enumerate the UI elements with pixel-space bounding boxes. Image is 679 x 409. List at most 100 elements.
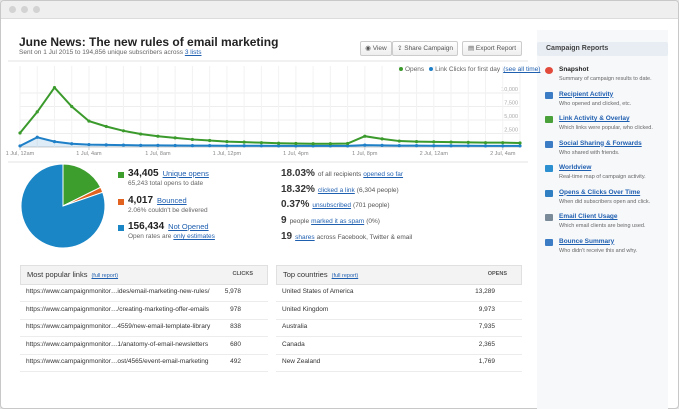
legend-swatch — [118, 198, 124, 205]
point — [432, 140, 436, 144]
point — [311, 142, 315, 146]
point — [225, 144, 229, 148]
y-tick-label: 5,000 — [504, 114, 518, 120]
report-title[interactable]: Bounce Summary — [559, 237, 615, 245]
report-description: Who shared with friends. — [559, 149, 620, 156]
stat-link[interactable]: clicked a link — [317, 186, 355, 194]
subtitle: Sent on 1 Jul 2015 to 194,856 unique sub… — [19, 49, 202, 56]
table-link[interactable]: (full report) — [91, 273, 119, 279]
point — [87, 119, 91, 123]
x-tick-label: 2 Jul, 4am — [490, 151, 516, 157]
report-title[interactable]: Link Activity & Overlay — [559, 115, 630, 122]
legend-label[interactable]: Unique opens — [162, 169, 209, 178]
report-icon — [545, 238, 553, 246]
report-title[interactable]: Worldview — [559, 164, 592, 171]
point — [397, 139, 401, 143]
stat-link[interactable]: unsubscribed — [312, 202, 352, 210]
table-cell: 1,769 — [478, 358, 495, 365]
point — [87, 142, 91, 147]
point — [104, 143, 108, 147]
report-icon — [545, 91, 553, 99]
x-tick-label: 1 Jul, 8am — [145, 151, 171, 157]
report-title[interactable]: Snapshot — [559, 66, 589, 73]
table-header: Most popular links (full report) CLICKS — [20, 265, 268, 285]
subtitle-text: Sent on 1 Jul 2015 to 194,856 unique sub… — [19, 49, 184, 56]
point — [156, 143, 160, 147]
point — [35, 135, 39, 139]
point — [345, 144, 350, 148]
legend-label[interactable]: Not Opened — [168, 222, 209, 231]
report-title[interactable]: Recipient Activity — [559, 90, 614, 98]
report-description: Who didn't receive this and why. — [559, 247, 638, 254]
view-button[interactable]: ◉ View — [360, 41, 392, 56]
legend-note: 65,243 total opens to date — [128, 180, 203, 187]
legend-swatch — [429, 67, 434, 71]
table-cell: https://www.campaignmonitor…ides/email-m… — [26, 288, 210, 295]
legend-swatch — [118, 172, 124, 178]
stat-value: 0.37% — [281, 199, 310, 211]
report-description: Real-time map of campaign activity. — [559, 174, 646, 180]
export-label: Export Report — [475, 45, 517, 52]
row-rule — [276, 318, 522, 320]
table-title: Top countries (full report) — [283, 270, 358, 279]
report-title[interactable]: Social Sharing & Forwards — [559, 139, 642, 147]
lists-link[interactable]: 3 lists — [184, 49, 202, 56]
point — [380, 137, 384, 141]
legend-label: Opens — [405, 66, 425, 73]
x-tick-label: 1 Jul, 8pm — [352, 151, 378, 157]
y-tick-label: 7,500 — [504, 101, 518, 107]
title-bar — [1, 1, 678, 19]
table-title-text: Top countries — [283, 270, 328, 279]
point — [483, 141, 488, 145]
point — [70, 142, 74, 146]
row-rule — [20, 353, 268, 355]
table-cell: Australia — [282, 323, 308, 330]
legend-row: 34,405 Unique opens — [128, 168, 209, 179]
report-description: Which email clients are being used. — [559, 223, 646, 229]
stat-link[interactable]: opened so far — [363, 171, 404, 178]
point — [52, 140, 57, 144]
report-icon — [545, 189, 553, 197]
table-link[interactable]: (full report) — [331, 273, 359, 279]
point — [190, 137, 195, 142]
stat-row: 18.32% clicked a link (6,304 people) — [281, 184, 401, 195]
report-title[interactable]: Email Client Usage — [559, 213, 618, 220]
legend-value: 156,434 — [128, 221, 165, 232]
stat-link[interactable]: marked it as spam — [311, 218, 365, 226]
legend-note: Open rates are only estimates — [128, 233, 215, 240]
point — [277, 144, 281, 148]
point — [225, 140, 229, 144]
x-tick-label: 1 Jul, 4pm — [283, 151, 309, 157]
stat-after: (0%) — [366, 218, 380, 226]
note-link[interactable]: only estimates — [173, 233, 215, 240]
x-tick-label: 1 Jul, 12am — [6, 151, 35, 157]
stat-row: 9 people marked it as spam (0%) — [281, 215, 382, 226]
line — [19, 136, 520, 147]
legend-row: 156,434 Not Opened — [128, 221, 209, 232]
legend-link[interactable]: (see all time) — [503, 66, 541, 73]
stat-value: 19 — [281, 230, 293, 242]
report-description: When did subscribers open and click. — [559, 198, 651, 205]
point — [363, 143, 367, 147]
y-tick-label: 2,500 — [504, 128, 518, 134]
stat-link[interactable]: shares — [295, 233, 315, 241]
row-rule — [276, 371, 522, 372]
stat-row: 18.03% of all recipients opened so far — [281, 168, 405, 179]
stat-value: 18.03% — [281, 168, 315, 179]
table-header: Top countries (full report) OPENS — [276, 265, 522, 285]
legend-value: 34,405 — [128, 168, 159, 179]
stat-row: 19 shares across Facebook, Twitter & email — [281, 231, 414, 242]
point — [518, 141, 522, 145]
export-button[interactable]: ▤ Export Report — [462, 41, 522, 56]
window-dot — [9, 6, 16, 13]
legend-label[interactable]: Bounced — [157, 195, 187, 205]
table-cell: 7,935 — [478, 323, 495, 330]
share-button[interactable]: ⇪ Share Campaign — [392, 41, 458, 56]
report-title[interactable]: Opens & Clicks Over Time — [559, 188, 641, 196]
report-description: Summary of campaign results to date. — [559, 76, 652, 82]
point — [18, 131, 22, 135]
view-label: View — [372, 45, 387, 52]
point — [414, 140, 419, 144]
point — [518, 144, 522, 148]
